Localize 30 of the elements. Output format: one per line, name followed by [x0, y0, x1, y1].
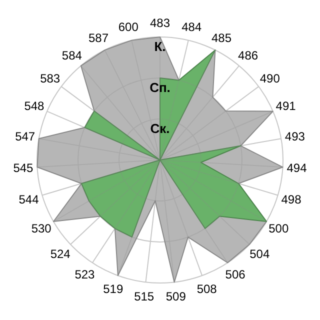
- y-tick-label: Сп.: [150, 80, 170, 95]
- spoke-label: 506: [225, 268, 246, 282]
- spoke-label: 508: [196, 282, 218, 296]
- spoke-label: 600: [118, 20, 139, 34]
- spoke-label: 490: [260, 71, 280, 86]
- spoke-label: 493: [284, 129, 306, 144]
- spoke-label: 504: [250, 247, 270, 262]
- spoke-label: 491: [276, 98, 296, 113]
- spoke-label: 483: [150, 16, 170, 30]
- spoke-label: 547: [15, 129, 36, 144]
- spoke-label: 587: [88, 30, 109, 45]
- spoke-label: 485: [211, 30, 232, 45]
- spoke-label: 523: [74, 268, 96, 282]
- y-tick-label: Ск.: [150, 121, 170, 136]
- spoke-label: 484: [182, 20, 202, 34]
- y-tick-label: К.: [154, 39, 166, 54]
- spoke-label: 544: [18, 192, 40, 206]
- spoke-label: 515: [134, 289, 154, 304]
- spoke-label: 583: [40, 71, 60, 86]
- spoke-label: 524: [50, 247, 71, 262]
- spoke-label: 486: [238, 48, 258, 62]
- spoke-label: 498: [281, 192, 302, 206]
- spoke-label: 509: [166, 289, 186, 304]
- spoke-label: 530: [31, 222, 52, 236]
- spoke-label: 545: [13, 161, 34, 176]
- spoke-label: 494: [286, 161, 308, 176]
- spoke-label: 548: [24, 98, 45, 113]
- spoke-label: 500: [268, 222, 289, 236]
- spoke-label: 584: [62, 48, 82, 62]
- spoke-label: 519: [103, 282, 124, 296]
